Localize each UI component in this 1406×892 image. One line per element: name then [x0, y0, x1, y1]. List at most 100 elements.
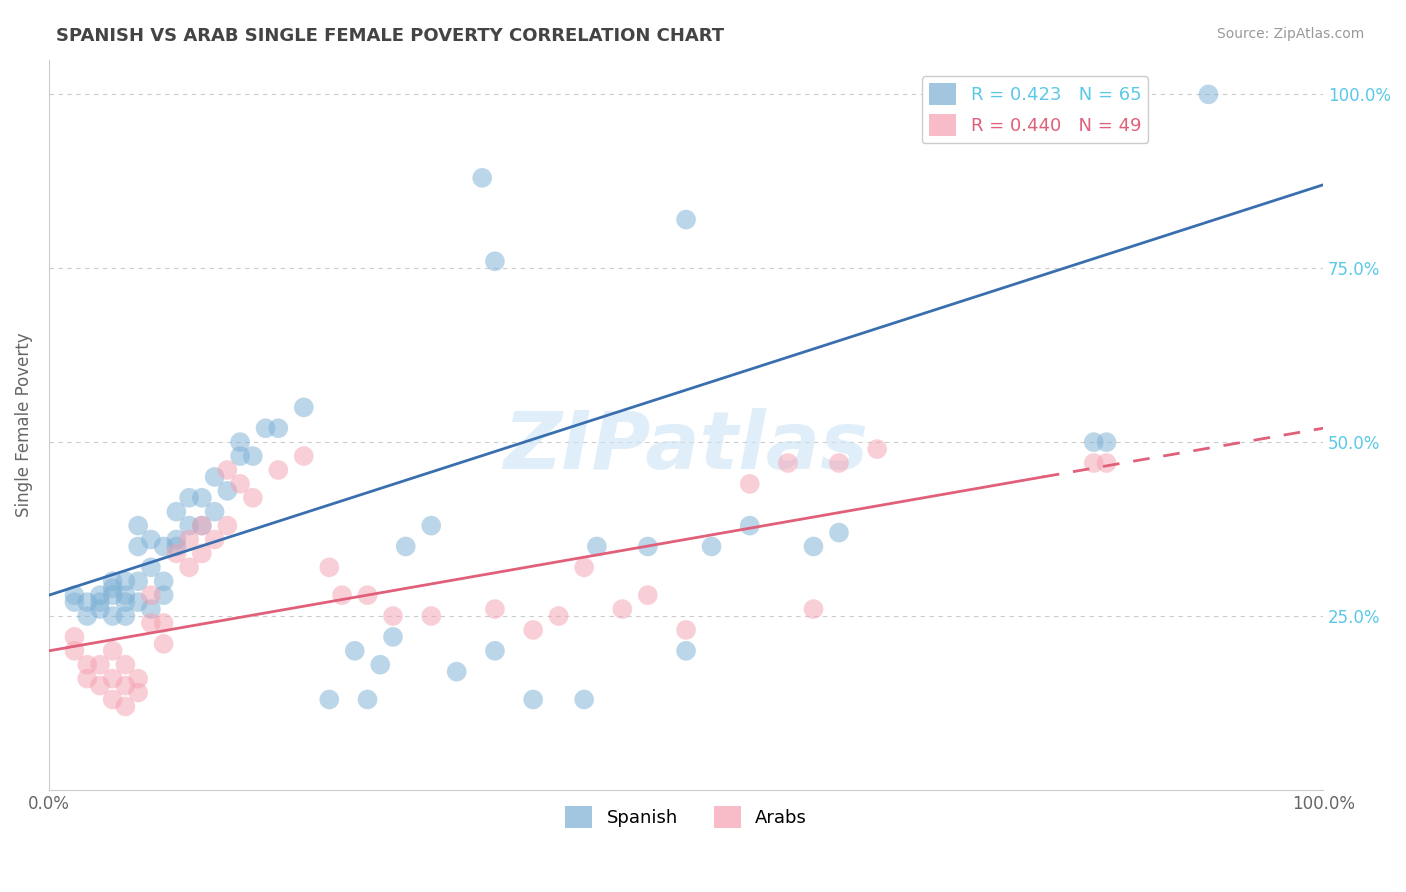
Point [179, 518, 201, 533]
Point [127, 685, 149, 699]
Point [675, 212, 697, 227]
Point [152, 574, 174, 589]
Point [63, 644, 86, 658]
Point [191, 518, 214, 533]
Point [139, 533, 162, 547]
Point [471, 170, 494, 185]
Point [165, 546, 187, 560]
Point [63, 595, 86, 609]
Point [114, 679, 136, 693]
Point [572, 692, 595, 706]
Point [356, 692, 378, 706]
Point [368, 657, 391, 672]
Point [675, 644, 697, 658]
Point [76, 657, 98, 672]
Point [139, 615, 162, 630]
Point [866, 442, 889, 456]
Point [101, 609, 124, 624]
Point [63, 630, 86, 644]
Point [572, 560, 595, 574]
Point [114, 595, 136, 609]
Point [191, 518, 214, 533]
Point [1095, 456, 1118, 470]
Point [89, 595, 111, 609]
Point [637, 588, 659, 602]
Point [127, 540, 149, 554]
Point [292, 401, 315, 415]
Point [1083, 435, 1105, 450]
Point [382, 630, 405, 644]
Point [586, 540, 609, 554]
Point [242, 491, 264, 505]
Point [127, 672, 149, 686]
Point [152, 637, 174, 651]
Point [803, 540, 825, 554]
Point [356, 588, 378, 602]
Point [101, 644, 124, 658]
Point [700, 540, 723, 554]
Point [152, 615, 174, 630]
Text: Source: ZipAtlas.com: Source: ZipAtlas.com [1216, 27, 1364, 41]
Point [114, 588, 136, 602]
Point [242, 449, 264, 463]
Point [1198, 87, 1220, 102]
Point [522, 692, 544, 706]
Point [101, 692, 124, 706]
Point [547, 609, 569, 624]
Point [165, 540, 187, 554]
Point [612, 602, 634, 616]
Point [828, 525, 851, 540]
Point [267, 421, 290, 435]
Point [179, 533, 201, 547]
Point [675, 623, 697, 637]
Point [89, 602, 111, 616]
Point [343, 644, 366, 658]
Point [217, 518, 239, 533]
Point [179, 491, 201, 505]
Point [127, 595, 149, 609]
Point [179, 560, 201, 574]
Point [165, 505, 187, 519]
Point [114, 574, 136, 589]
Point [127, 518, 149, 533]
Point [191, 546, 214, 560]
Point [101, 588, 124, 602]
Text: ZIPatlas: ZIPatlas [503, 408, 869, 485]
Point [1095, 435, 1118, 450]
Point [318, 692, 340, 706]
Point [152, 588, 174, 602]
Point [76, 595, 98, 609]
Point [89, 657, 111, 672]
Point [229, 476, 252, 491]
Point [382, 609, 405, 624]
Point [484, 254, 506, 268]
Point [828, 456, 851, 470]
Point [738, 518, 761, 533]
Point [267, 463, 290, 477]
Point [318, 560, 340, 574]
Y-axis label: Single Female Poverty: Single Female Poverty [15, 333, 32, 517]
Point [330, 588, 353, 602]
Point [139, 588, 162, 602]
Point [420, 518, 443, 533]
Point [127, 574, 149, 589]
Point [139, 560, 162, 574]
Point [114, 609, 136, 624]
Point [229, 449, 252, 463]
Point [217, 463, 239, 477]
Legend: Spanish, Arabs: Spanish, Arabs [558, 799, 814, 836]
Point [803, 602, 825, 616]
Point [114, 657, 136, 672]
Point [76, 609, 98, 624]
Point [204, 470, 226, 484]
Point [395, 540, 418, 554]
Point [76, 672, 98, 686]
Point [191, 491, 214, 505]
Point [101, 581, 124, 595]
Point [484, 644, 506, 658]
Point [446, 665, 468, 679]
Point [254, 421, 277, 435]
Point [89, 679, 111, 693]
Point [139, 602, 162, 616]
Point [63, 588, 86, 602]
